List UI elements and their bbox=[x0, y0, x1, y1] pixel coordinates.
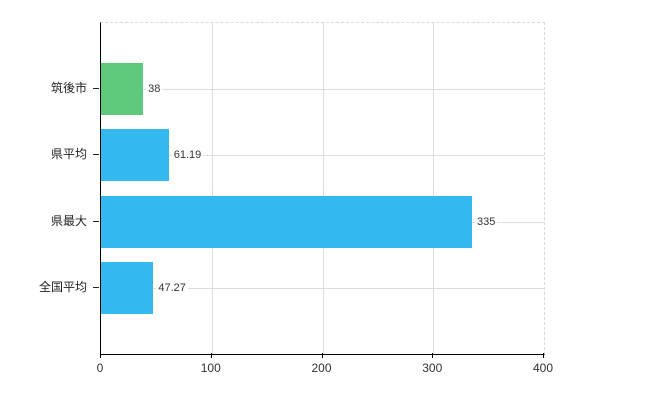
bar bbox=[101, 63, 144, 116]
category-tick-mark bbox=[93, 220, 99, 222]
category-label: 県最大 bbox=[50, 213, 87, 228]
gridline-vertical bbox=[322, 23, 324, 354]
gridline-horizontal bbox=[101, 155, 544, 157]
x-axis-ticks: 0 100 200 300 400 bbox=[96, 353, 553, 393]
category-tick-mark bbox=[93, 88, 99, 90]
bar bbox=[101, 129, 169, 182]
x-tick-mark bbox=[543, 353, 544, 358]
x-tick-mark bbox=[321, 353, 323, 358]
x-tick-label: 300 bbox=[422, 361, 443, 375]
category-axis: 筑後市県平均県最大全国平均 bbox=[0, 22, 100, 353]
category-label: 県平均 bbox=[50, 147, 87, 162]
gridline-vertical bbox=[211, 23, 213, 354]
bar-value-label: 61.19 bbox=[171, 148, 204, 163]
bar-value-label: 38 bbox=[146, 82, 163, 97]
x-tick-mark bbox=[210, 353, 212, 358]
plot-area: 38 61.19 335 47.27 bbox=[100, 22, 545, 355]
x-tick-label: 200 bbox=[311, 361, 332, 375]
category-label: 筑後市 bbox=[50, 81, 87, 96]
bar bbox=[101, 195, 472, 248]
category-label: 全国平均 bbox=[38, 279, 87, 294]
x-tick-label: 0 bbox=[96, 361, 104, 375]
gridline-vertical bbox=[433, 23, 435, 354]
x-tick-mark bbox=[100, 353, 101, 358]
category-tick-mark bbox=[93, 154, 99, 156]
gridline-horizontal bbox=[101, 89, 544, 91]
x-tick-label: 100 bbox=[200, 361, 221, 375]
bar bbox=[101, 261, 154, 314]
x-tick-mark bbox=[432, 353, 434, 358]
x-tick-label: 400 bbox=[532, 361, 554, 375]
bar-value-label: 335 bbox=[475, 214, 498, 229]
gridline-horizontal bbox=[101, 287, 544, 289]
bar-value-label: 47.27 bbox=[156, 280, 188, 295]
category-tick-mark bbox=[93, 286, 99, 288]
